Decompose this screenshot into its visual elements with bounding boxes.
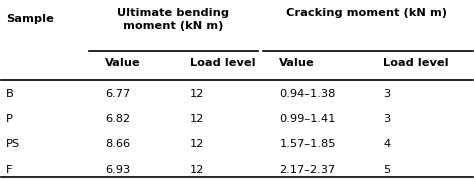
Text: Cracking moment (kN m): Cracking moment (kN m): [286, 8, 447, 18]
Text: 12: 12: [190, 139, 204, 149]
Text: Value: Value: [279, 58, 315, 68]
Text: F: F: [6, 165, 13, 175]
Text: 4: 4: [383, 139, 390, 149]
Text: 3: 3: [383, 89, 390, 99]
Text: 0.94–1.38: 0.94–1.38: [279, 89, 336, 99]
Text: Ultimate bending
moment (kN m): Ultimate bending moment (kN m): [118, 8, 229, 31]
Text: 6.77: 6.77: [105, 89, 130, 99]
Text: Load level: Load level: [190, 58, 255, 68]
Text: 2.17–2.37: 2.17–2.37: [279, 165, 336, 175]
Text: Sample: Sample: [6, 14, 54, 24]
Text: 8.66: 8.66: [105, 139, 130, 149]
Text: 0.99–1.41: 0.99–1.41: [279, 114, 336, 124]
Text: B: B: [6, 89, 14, 99]
Text: 1.57–1.85: 1.57–1.85: [279, 139, 336, 149]
Text: 5: 5: [383, 165, 390, 175]
Text: Load level: Load level: [383, 58, 449, 68]
Text: 12: 12: [190, 114, 204, 124]
Text: 12: 12: [190, 165, 204, 175]
Text: 12: 12: [190, 89, 204, 99]
Text: PS: PS: [6, 139, 20, 149]
Text: P: P: [6, 114, 13, 124]
Text: 6.93: 6.93: [105, 165, 130, 175]
Text: Value: Value: [105, 58, 141, 68]
Text: 3: 3: [383, 114, 390, 124]
Text: 6.82: 6.82: [105, 114, 130, 124]
